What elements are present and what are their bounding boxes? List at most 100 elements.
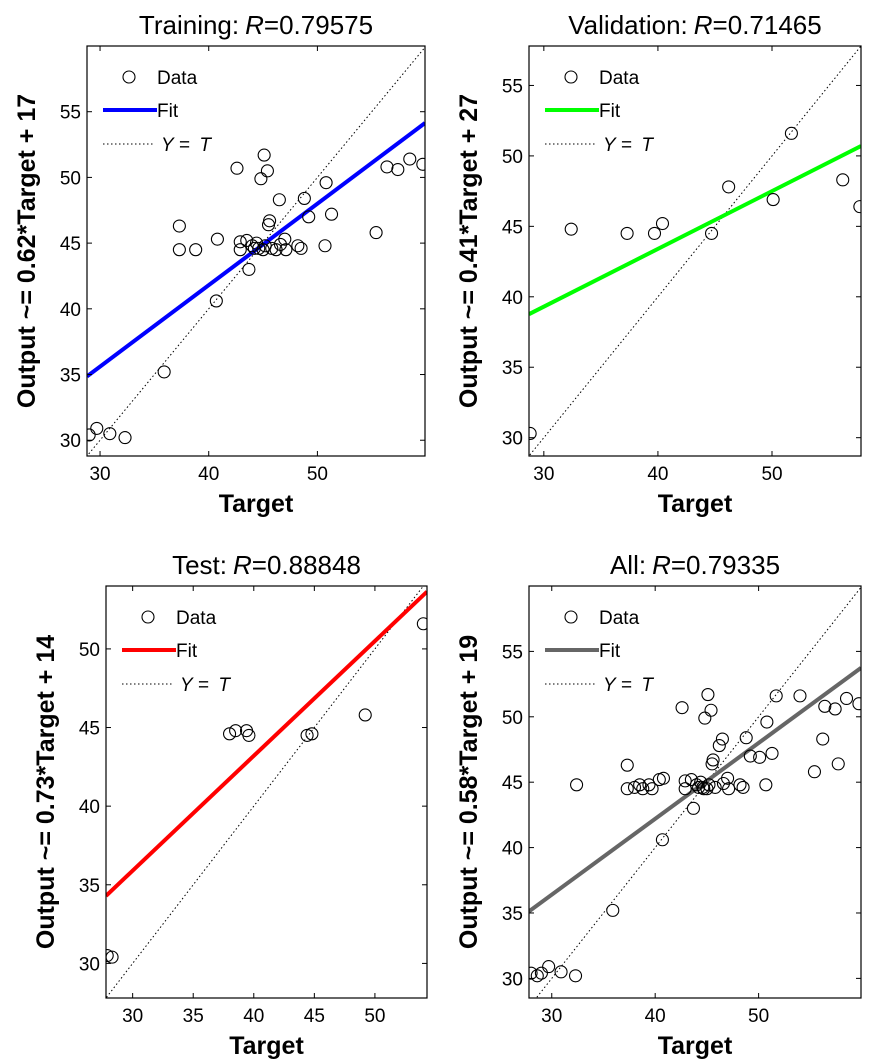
plot-panel: Validation: R=0.71465 30 40 50 30 35 40 45 50 55 Ta…: [455, 10, 862, 518]
x-axis-label: Target: [658, 1032, 733, 1060]
legend-fit-label: Fit: [157, 101, 179, 122]
legend-ideal-t: T: [199, 135, 212, 156]
data-point: [701, 688, 715, 702]
y-tick-label: 45: [60, 234, 81, 255]
title-r-symbol: R: [694, 10, 713, 40]
x-tick-label: 50: [761, 464, 782, 485]
axes-box: [528, 585, 862, 999]
y-axis-label: Output ~= 0.58*Target + 19: [455, 635, 483, 949]
data-point: [324, 207, 339, 221]
legend: Data Fit Y = T: [545, 608, 654, 696]
ideal-line: [529, 46, 861, 456]
y-tick-label: 30: [502, 969, 523, 990]
data-point: [736, 780, 750, 794]
plot-title: Validation: R=0.71465: [568, 10, 821, 40]
data-point: [766, 193, 780, 207]
data-point: [260, 164, 274, 178]
data-point: [606, 903, 620, 917]
y-tick-label: 35: [502, 904, 523, 925]
legend-data-label: Data: [176, 608, 217, 629]
data-point: [721, 771, 735, 785]
data-point: [239, 724, 254, 738]
y-axis-label: Output ~= 0.73*Target + 14: [32, 635, 60, 949]
data-point: [828, 702, 842, 716]
x-tick-label: 40: [198, 464, 219, 485]
data-point: [233, 235, 247, 249]
data-point: [272, 193, 286, 207]
x-tick-label: 30: [533, 464, 554, 485]
data-point: [172, 243, 186, 257]
data-point: [686, 801, 700, 815]
data-point: [647, 226, 662, 240]
legend: Data Fit Y = T: [545, 68, 654, 156]
data-point: [704, 226, 719, 240]
legend-ideal-label: Y = T: [603, 135, 654, 156]
data-point: [209, 294, 223, 308]
data-point: [818, 699, 832, 713]
data-point: [620, 226, 634, 240]
data-point: [300, 728, 314, 742]
title-r-symbol: R: [245, 10, 264, 40]
title-r-symbol: R: [652, 550, 671, 580]
y-tick-label: 40: [60, 300, 81, 321]
plot-title: Test: R=0.88848: [172, 550, 361, 580]
y-tick-label: 50: [60, 168, 81, 189]
y-tick-label: 30: [60, 431, 81, 452]
data-point: [807, 765, 822, 779]
data-point: [743, 749, 757, 763]
data-point: [633, 778, 647, 792]
data-point: [852, 697, 861, 711]
x-axis-label: Target: [219, 490, 294, 518]
data-point: [675, 701, 689, 715]
title-r-value: =0.88848: [252, 550, 361, 580]
x-tick-label: 35: [183, 1006, 204, 1027]
data-point: [570, 778, 584, 792]
data-point: [157, 365, 171, 379]
data-point: [698, 711, 712, 725]
data-point: [229, 724, 243, 738]
data-point: [294, 241, 308, 255]
data-point: [733, 778, 747, 792]
x-tick-label: 50: [748, 1006, 769, 1027]
data-points: [529, 688, 861, 983]
legend-data-label: Data: [157, 68, 198, 89]
data-point: [242, 728, 256, 742]
data-point: [684, 773, 698, 787]
data-point: [172, 219, 186, 233]
legend-fit-label: Fit: [599, 101, 621, 122]
data-point: [765, 746, 779, 760]
title-prefix: Training:: [139, 10, 239, 40]
title-prefix: Validation:: [568, 10, 688, 40]
data-point: [242, 262, 256, 276]
y-tick-label: 50: [502, 708, 523, 729]
title-r-value: =0.71465: [713, 10, 822, 40]
y-tick-label: 45: [502, 217, 523, 238]
data-point: [302, 210, 316, 224]
x-tick-label: 40: [645, 1006, 666, 1027]
data-point: [230, 161, 244, 175]
ideal-line: [87, 46, 425, 456]
data-point: [620, 782, 634, 796]
y-axis-label: Output ~= 0.41*Target + 27: [455, 94, 483, 408]
data-point: [416, 617, 427, 631]
data-point: [793, 689, 807, 703]
data-point: [839, 691, 854, 706]
data-point: [678, 782, 692, 796]
legend-ideal-label: Y = T: [180, 675, 231, 696]
data-point: [263, 214, 277, 228]
y-tick-label: 50: [502, 147, 523, 168]
data-point: [369, 226, 383, 240]
data-point: [403, 152, 417, 166]
data-point: [534, 966, 548, 980]
x-tick-label: 30: [89, 464, 110, 485]
legend-ideal-eq: =: [616, 135, 638, 156]
data-point: [257, 148, 271, 162]
legend-ideal-t: T: [218, 675, 231, 696]
x-tick-label: 30: [541, 1006, 562, 1027]
data-point: [853, 200, 861, 214]
data-point: [223, 727, 237, 741]
data-point: [103, 427, 117, 441]
data-point: [769, 689, 783, 703]
data-point: [529, 426, 537, 441]
